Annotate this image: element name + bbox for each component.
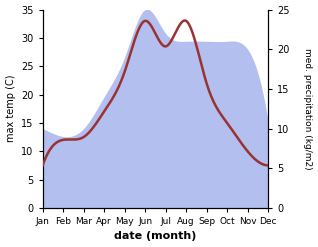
X-axis label: date (month): date (month)	[114, 231, 197, 242]
Y-axis label: max temp (C): max temp (C)	[5, 75, 16, 143]
Y-axis label: med. precipitation (kg/m2): med. precipitation (kg/m2)	[303, 48, 313, 169]
